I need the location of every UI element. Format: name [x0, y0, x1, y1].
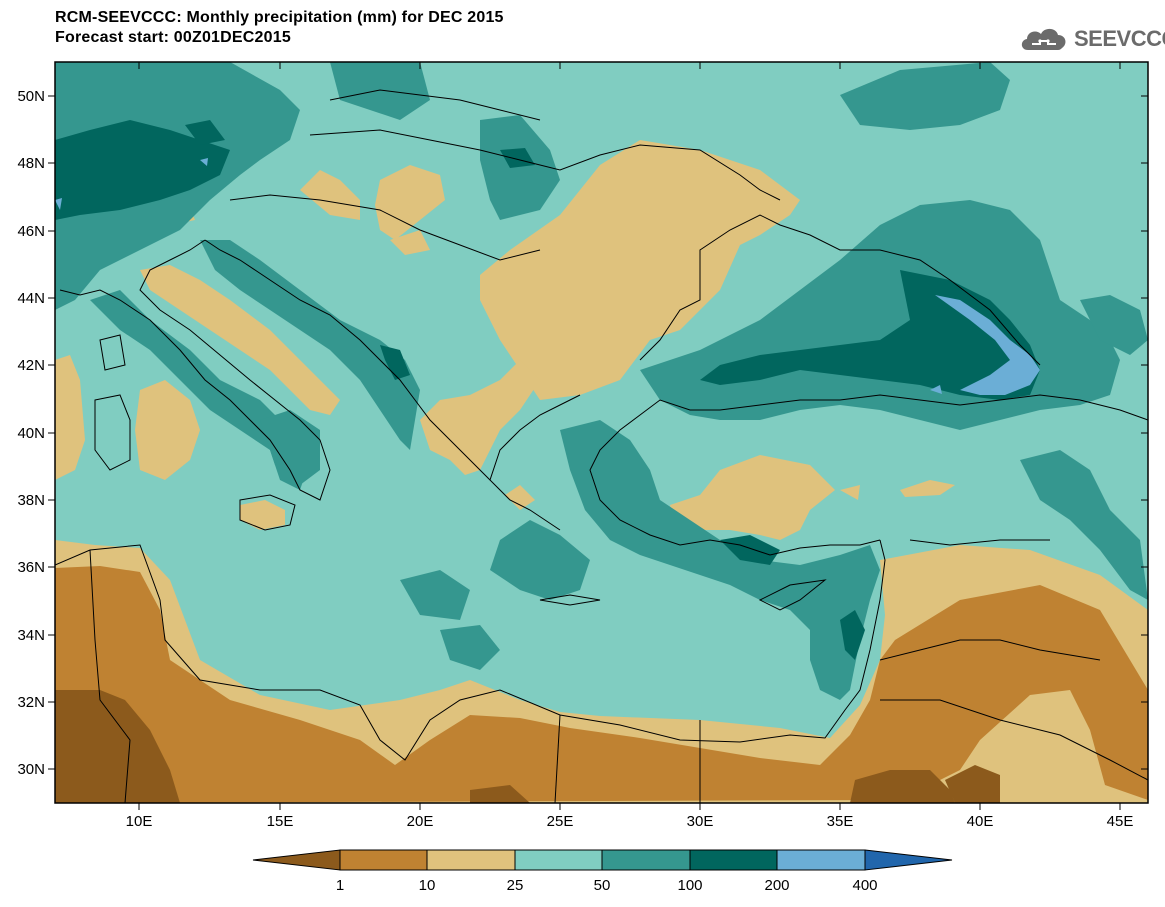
legend-swatch-below-1 [252, 849, 341, 871]
title-block: RCM-SEEVCCC: Monthly precipitation (mm) … [55, 8, 504, 48]
lon-label-10e: 10E [126, 813, 153, 830]
lat-tick-44n: 44N [17, 290, 1148, 307]
seevccc-logo: SEEVCCC [1018, 24, 1165, 54]
lat-label-30n: 30N [17, 761, 45, 778]
lon-tick-30e: 30E [687, 62, 714, 830]
lon-label-15e: 15E [267, 813, 294, 830]
legend-label-50: 50 [594, 877, 611, 894]
lat-label-44n: 44N [17, 290, 45, 307]
lon-label-35e: 35E [827, 813, 854, 830]
lat-tick-36n: 36N [17, 559, 1148, 576]
lat-label-50n: 50N [17, 88, 45, 105]
lat-label-34n: 34N [17, 627, 45, 644]
lat-label-38n: 38N [17, 492, 45, 509]
lon-tick-45e: 45E [1107, 62, 1134, 830]
coastlines [55, 89, 1148, 803]
logo-text: SEEVCCC [1074, 26, 1165, 51]
lat-tick-50n: 50N [17, 88, 1148, 105]
legend-label-25: 25 [507, 877, 524, 894]
colorbar-legend: 1 10 25 50 100 200 400 [252, 849, 953, 894]
cloud-icon [1021, 28, 1066, 50]
legend-label-400: 400 [852, 877, 877, 894]
legend-swatch-above-400 [864, 849, 953, 871]
lat-tick-48n: 48N [17, 155, 1148, 172]
lat-label-42n: 42N [17, 357, 45, 374]
legend-label-10: 10 [419, 877, 436, 894]
map-title: RCM-SEEVCCC: Monthly precipitation (mm) … [55, 9, 504, 26]
lon-tick-40e: 40E [967, 62, 994, 830]
lon-label-25e: 25E [547, 813, 574, 830]
legend-swatch-50-100 [601, 849, 691, 871]
lat-label-48n: 48N [17, 155, 45, 172]
lat-label-32n: 32N [17, 694, 45, 711]
lon-tick-20e: 20E [407, 62, 434, 830]
lon-tick-10e: 10E [126, 62, 153, 830]
legend-swatch-10-25 [426, 849, 516, 871]
forecast-start: Forecast start: 00Z01DEC2015 [55, 29, 291, 46]
lon-tick-35e: 35E [827, 62, 854, 830]
lon-label-40e: 40E [967, 813, 994, 830]
lon-label-30e: 30E [687, 813, 714, 830]
lat-label-36n: 36N [17, 559, 45, 576]
legend-label-100: 100 [677, 877, 702, 894]
lon-tick-25e: 25E [547, 62, 574, 830]
lat-tick-32n: 32N [17, 694, 1148, 711]
lat-tick-46n: 46N [17, 223, 1148, 240]
legend-swatch-200-400 [776, 849, 866, 871]
legend-swatch-25-50 [514, 849, 603, 871]
lat-label-46n: 46N [17, 223, 45, 240]
lon-tick-15e: 15E [267, 62, 294, 830]
longitude-axis: 10E 15E 20E 25E 30E 35E 40E 45E [126, 62, 1134, 830]
legend-label-200: 200 [764, 877, 789, 894]
precipitation-field [55, 62, 1148, 803]
lat-tick-34n: 34N [17, 627, 1148, 644]
latitude-axis: 50N 48N 46N 44N 42N 40N 38N 36N 34N 32N … [17, 88, 1148, 778]
lat-tick-38n: 38N [17, 492, 1148, 509]
legend-swatch-100-200 [689, 849, 778, 871]
lon-label-20e: 20E [407, 813, 434, 830]
legend-label-1: 1 [336, 877, 344, 894]
legend-swatch-1-10 [339, 849, 428, 871]
lat-label-40n: 40N [17, 425, 45, 442]
lat-tick-42n: 42N [17, 357, 1148, 374]
lat-tick-30n: 30N [17, 761, 1148, 778]
lon-label-45e: 45E [1107, 813, 1134, 830]
lat-tick-40n: 40N [17, 425, 1148, 442]
